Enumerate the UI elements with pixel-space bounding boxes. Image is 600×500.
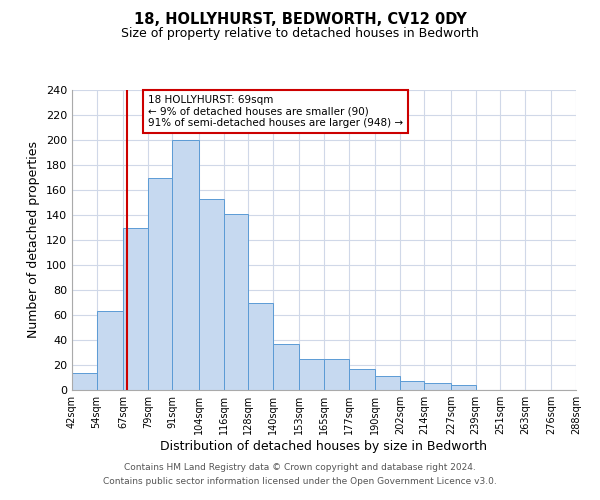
Bar — [72, 372, 97, 390]
Bar — [424, 382, 451, 390]
Bar — [97, 311, 123, 390]
X-axis label: Distribution of detached houses by size in Bedworth: Distribution of detached houses by size … — [161, 440, 487, 453]
Bar — [123, 228, 148, 390]
Bar — [299, 359, 324, 390]
Y-axis label: Number of detached properties: Number of detached properties — [28, 142, 40, 338]
Bar — [172, 140, 199, 390]
Bar — [273, 344, 299, 390]
Bar — [349, 369, 375, 390]
Bar — [451, 385, 476, 390]
Text: 18 HOLLYHURST: 69sqm
← 9% of detached houses are smaller (90)
91% of semi-detach: 18 HOLLYHURST: 69sqm ← 9% of detached ho… — [148, 95, 403, 128]
Bar — [148, 178, 172, 390]
Bar — [375, 376, 400, 390]
Bar — [324, 359, 349, 390]
Bar — [224, 214, 248, 390]
Text: 18, HOLLYHURST, BEDWORTH, CV12 0DY: 18, HOLLYHURST, BEDWORTH, CV12 0DY — [134, 12, 466, 28]
Text: Contains public sector information licensed under the Open Government Licence v3: Contains public sector information licen… — [103, 477, 497, 486]
Bar — [199, 198, 224, 390]
Text: Size of property relative to detached houses in Bedworth: Size of property relative to detached ho… — [121, 28, 479, 40]
Bar — [248, 302, 273, 390]
Text: Contains HM Land Registry data © Crown copyright and database right 2024.: Contains HM Land Registry data © Crown c… — [124, 464, 476, 472]
Bar — [400, 381, 424, 390]
